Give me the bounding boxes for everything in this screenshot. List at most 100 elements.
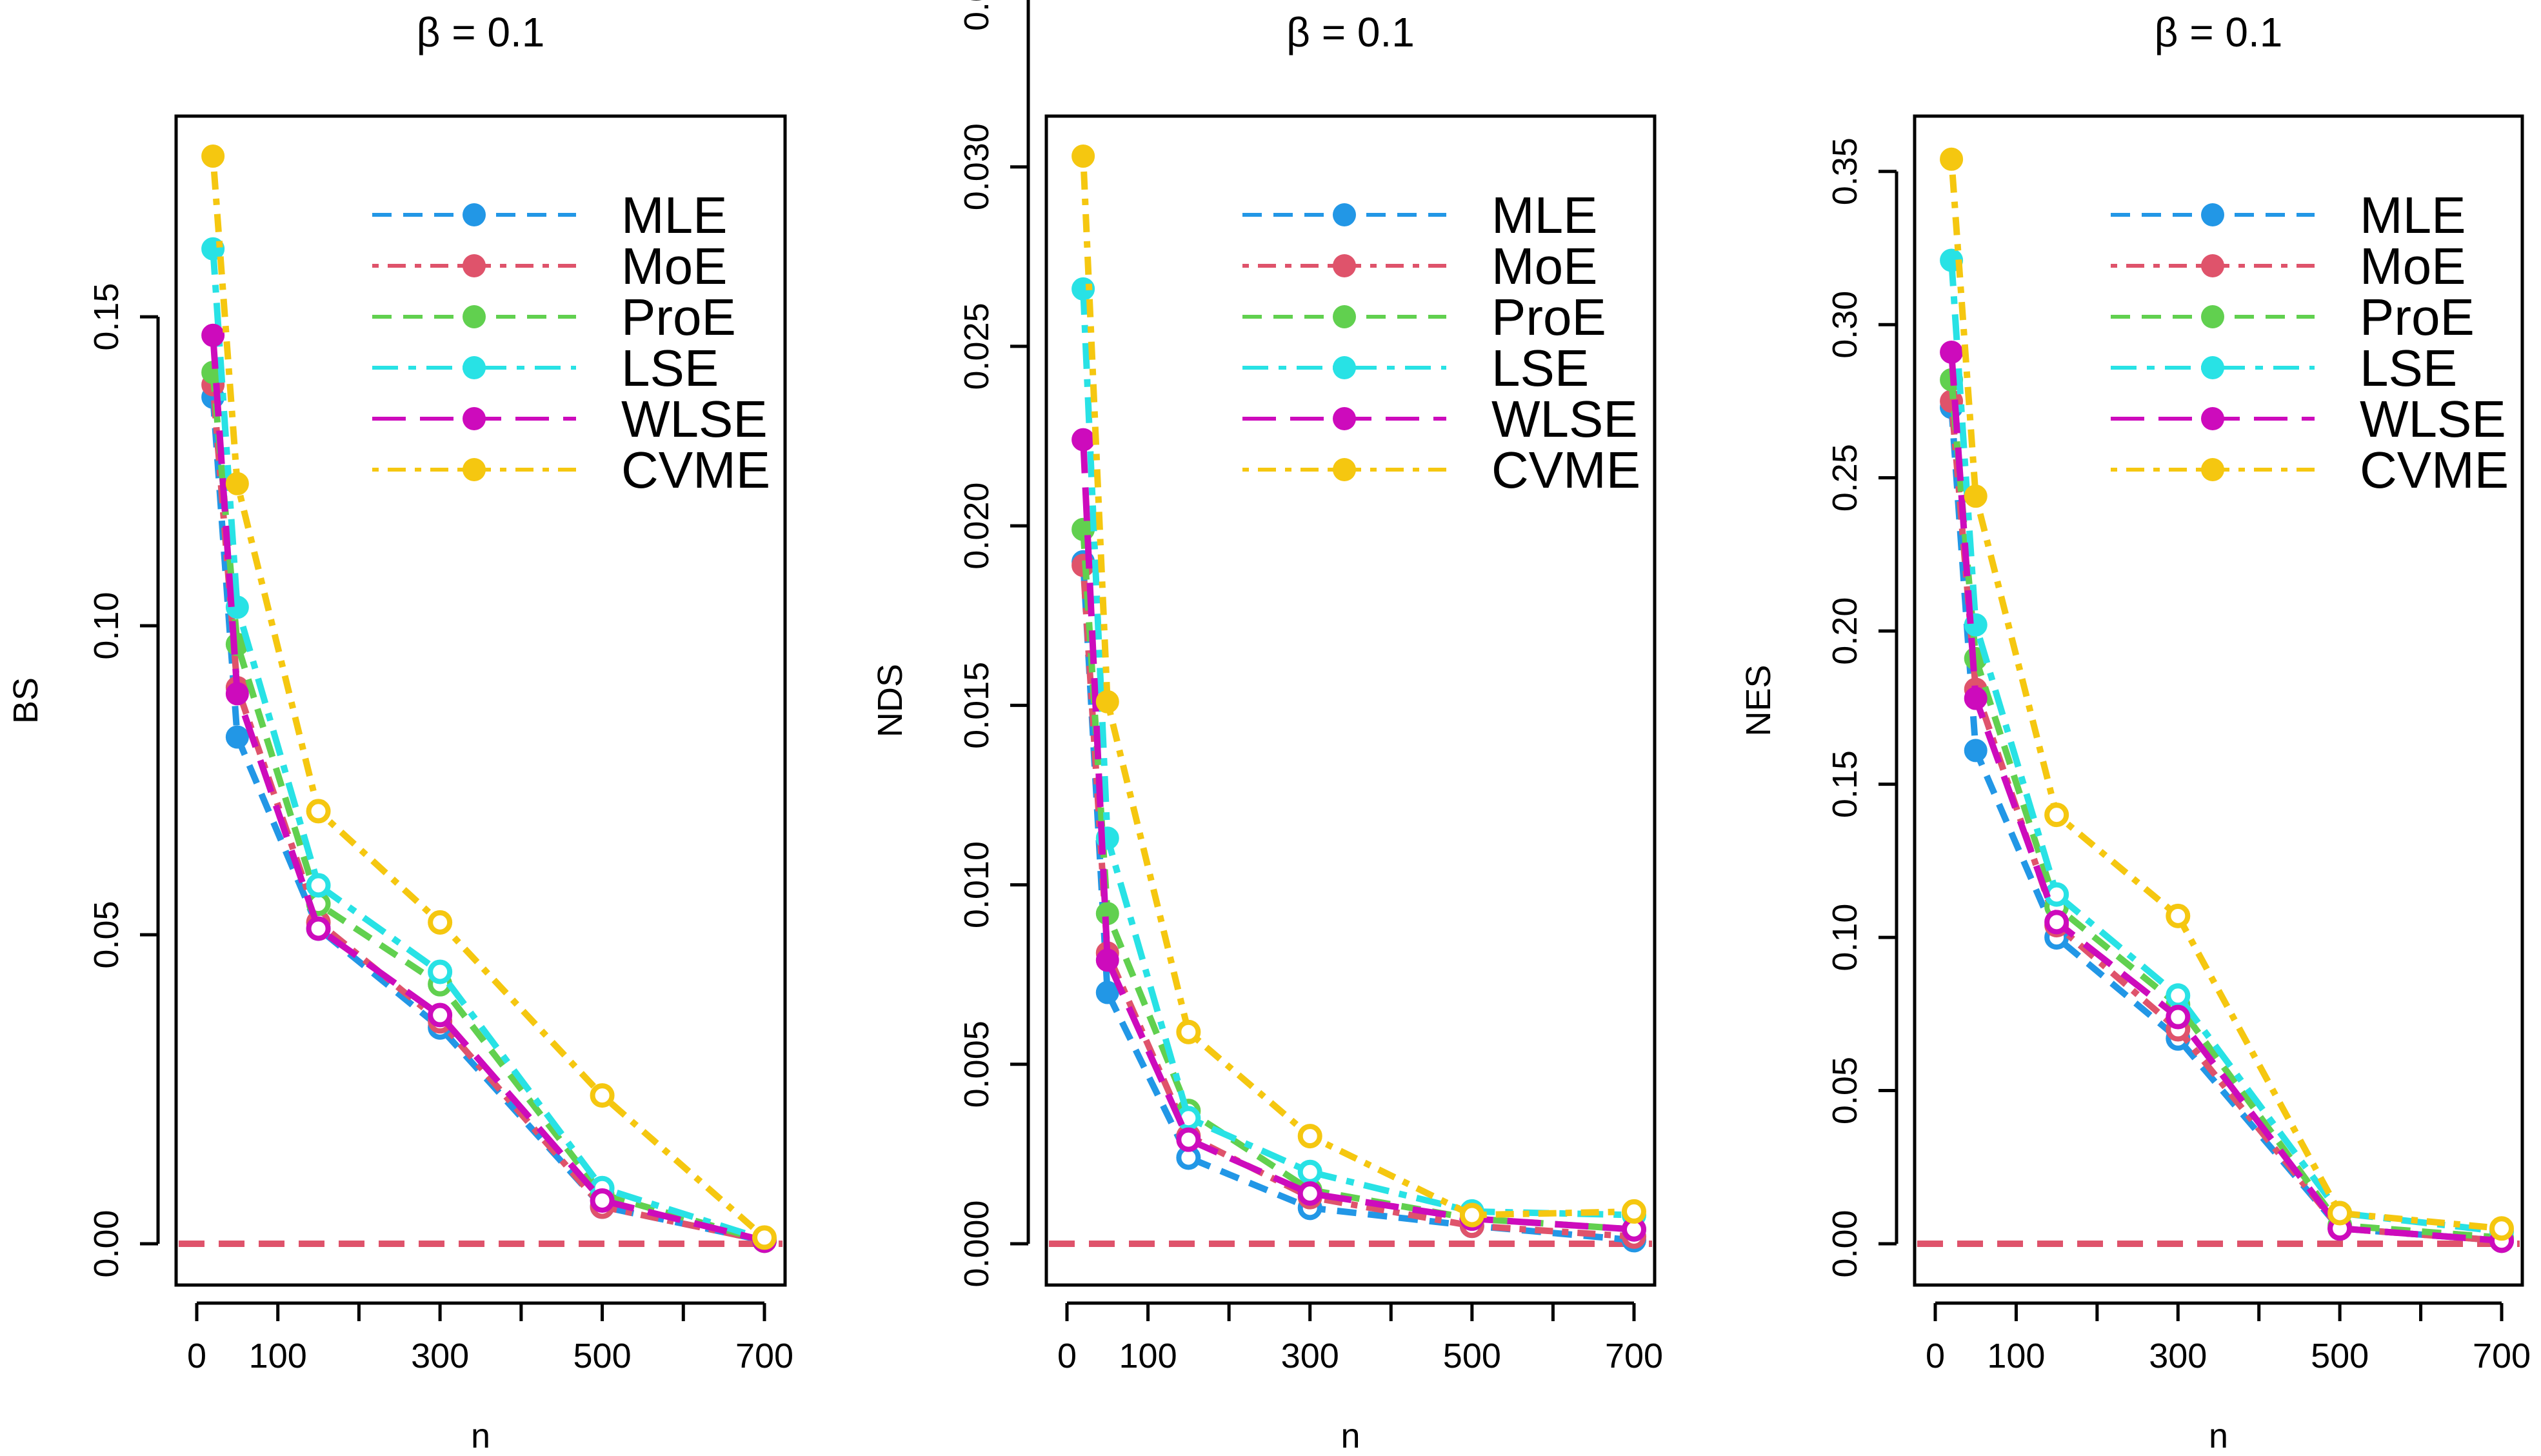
y-tick-label: 0.025 — [957, 303, 996, 390]
chart-title: β = 0.1 — [2155, 9, 2283, 55]
legend-marker-proe — [1333, 305, 1356, 328]
legend-marker-lse — [2201, 356, 2224, 379]
y-tick-label: 0.35 — [1826, 137, 1864, 205]
x-axis-label: n — [471, 1417, 490, 1455]
data-point-wlse — [2044, 910, 2069, 935]
legend-label-mle: MLE — [621, 186, 728, 244]
series-line-mle — [1080, 561, 1635, 1244]
data-point-cvme — [225, 472, 249, 495]
legend-label-cvme: CVME — [621, 441, 770, 499]
y-tick-label: 0.015 — [957, 662, 996, 749]
legend-marker-cvme — [1333, 458, 1356, 481]
panel-nes: β = 0.1 0 100 300 500 700 n 0.00 0.05 0.10 0.15 0.2… — [1739, 9, 2531, 1455]
legend-marker-lse — [463, 356, 486, 379]
data-point-wlse — [1297, 1181, 1322, 1206]
y-axis-label: NES — [1739, 664, 1778, 736]
x-tick-label: 700 — [2473, 1337, 2531, 1375]
series-line-mle — [1948, 407, 2502, 1244]
series-line-cvme — [1948, 159, 2502, 1232]
data-point-lse — [1297, 1159, 1322, 1184]
panel-bs: β = 0.1 0 100 300 500 700 n 0.00 0.05 0.10 0.15 BS M… — [6, 9, 793, 1455]
data-point-cvme — [590, 1083, 615, 1108]
legend-label-lse: LSE — [621, 339, 719, 397]
legend-label-wlse: WLSE — [621, 390, 768, 448]
legend-label-proe: ProE — [1491, 288, 1606, 346]
legend-label-proe: ProE — [2360, 288, 2475, 346]
x-tick-label: 300 — [1281, 1337, 1339, 1375]
data-point-lse — [2166, 983, 2191, 1008]
x-tick-label: 100 — [1119, 1337, 1177, 1375]
data-point-cvme — [306, 799, 331, 824]
legend-marker-wlse — [463, 407, 486, 430]
series-line-cvme — [210, 155, 767, 1241]
series-line-lse — [1080, 288, 1635, 1219]
legend-label-cvme: CVME — [1491, 441, 1640, 499]
legend-marker-wlse — [1333, 407, 1356, 430]
legend-marker-moe — [2201, 254, 2224, 277]
series-line-lse — [210, 248, 766, 1243]
y-tick-label: 0.20 — [1826, 597, 1864, 665]
legend-marker-moe — [463, 254, 486, 277]
data-point-cvme — [2327, 1201, 2353, 1226]
data-point-cvme — [1622, 1199, 1646, 1224]
legend-marker-proe — [2201, 305, 2224, 328]
x-tick-label: 0 — [187, 1337, 206, 1375]
legend-marker-lse — [1333, 356, 1356, 379]
x-tick-label: 300 — [411, 1337, 469, 1375]
legend-marker-mle — [463, 203, 486, 226]
series-line-moe — [1080, 565, 1635, 1240]
data-point-cvme — [2489, 1216, 2514, 1241]
data-point-cvme — [428, 910, 453, 935]
x-tick-label: 700 — [1605, 1337, 1663, 1375]
x-tick-label: 700 — [735, 1337, 793, 1375]
legend-marker-wlse — [2201, 407, 2224, 430]
plot-frame — [1913, 114, 2524, 1287]
series-line-moe — [1948, 401, 2502, 1244]
series-line-wlse — [1080, 439, 1635, 1233]
data-point-wlse — [225, 682, 249, 706]
y-tick-label: 0.10 — [87, 592, 126, 659]
legend-label-proe: ProE — [621, 288, 736, 346]
y-tick-label: 0.15 — [1826, 750, 1864, 818]
data-point-cvme — [1095, 690, 1119, 713]
legend-label-wlse: WLSE — [2360, 390, 2506, 448]
y-tick-label: 0.00 — [1826, 1210, 1864, 1277]
data-point-wlse — [2166, 1004, 2191, 1030]
data-point-cvme — [1071, 145, 1095, 168]
panel-nds: β = 0.1 0 100 300 500 700 n 0.000 0.005 0.010 0.01… — [871, 0, 1663, 1455]
data-point-wlse — [428, 1002, 453, 1028]
legend-label-lse: LSE — [1491, 339, 1589, 397]
legend-marker-mle — [1333, 203, 1356, 226]
data-point-wlse — [1176, 1127, 1201, 1152]
series-line-wlse — [210, 335, 766, 1244]
legend-label-mle: MLE — [1491, 186, 1598, 244]
legend-marker-moe — [1333, 254, 1356, 277]
data-point-cvme — [2044, 803, 2069, 828]
data-point-cvme — [1297, 1124, 1322, 1149]
series-line-wlse — [1948, 352, 2502, 1244]
legend-label-moe: MoE — [1491, 237, 1598, 295]
legend-marker-proe — [463, 305, 486, 328]
x-axis-label: n — [2209, 1417, 2228, 1455]
data-point-mle — [1095, 981, 1119, 1004]
plot-frame — [1044, 114, 1657, 1287]
data-point-lse — [428, 959, 453, 984]
legend-marker-cvme — [2201, 458, 2224, 481]
y-tick-label: 0.010 — [957, 841, 996, 928]
legend-label-cvme: CVME — [2360, 441, 2509, 499]
y-tick-label: 0.005 — [957, 1021, 996, 1108]
series-line-cvme — [1080, 155, 1635, 1219]
y-axis-label: NDS — [871, 664, 910, 737]
data-point-cvme — [752, 1225, 777, 1250]
data-point-wlse — [306, 916, 331, 941]
data-point-mle — [225, 725, 249, 749]
data-point-cvme — [2166, 903, 2191, 928]
y-tick-label: 0.020 — [957, 483, 996, 570]
data-point-wlse — [1940, 340, 1964, 364]
x-tick-label: 0 — [1057, 1337, 1077, 1375]
legend-label-lse: LSE — [2360, 339, 2457, 397]
y-axis-label: BS — [6, 677, 45, 724]
data-point-cvme — [1459, 1202, 1484, 1228]
